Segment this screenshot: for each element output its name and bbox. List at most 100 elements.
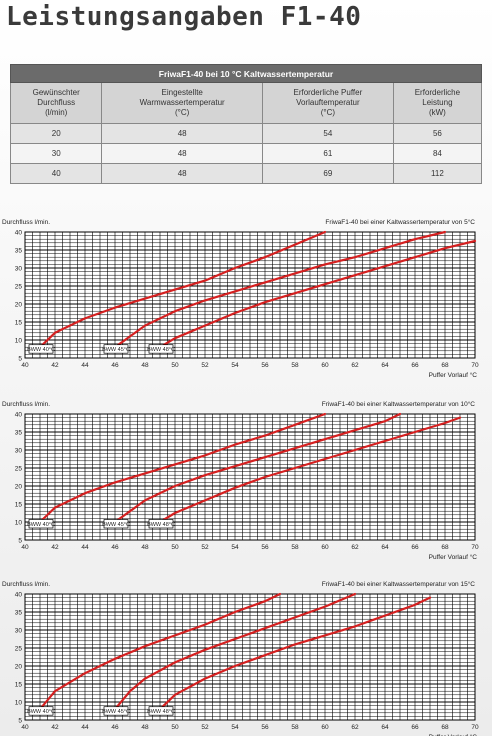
x-tick-label: 40 [21, 724, 29, 731]
x-tick-label: 64 [381, 724, 389, 731]
x-tick-label: 60 [321, 362, 329, 369]
table-row: 20 48 54 56 [9, 123, 483, 144]
series-line [113, 592, 357, 711]
table-header-row: Gewünschter Durchfluss (l/min) Eingestel… [9, 82, 483, 124]
x-tick-label: 70 [471, 724, 479, 731]
y-tick-label: 5 [18, 356, 22, 363]
y-tick-label: 10 [15, 700, 23, 707]
table-cell: 84 [392, 143, 483, 164]
y-tick-label: 40 [15, 230, 23, 237]
x-tick-label: 48 [141, 544, 149, 551]
x-tick-label: 42 [51, 724, 59, 731]
x-tick-label: 48 [141, 362, 149, 369]
x-tick-label: 62 [351, 544, 359, 551]
x-tick-label: 42 [51, 362, 59, 369]
series-label-box [28, 706, 54, 716]
x-tick-label: 46 [111, 724, 119, 731]
series-line [38, 592, 282, 711]
series-label: BWW 48°C [147, 709, 175, 715]
table-caption: FriwaF1-40 bei 10 °C Kaltwassertemperatu… [10, 64, 482, 83]
x-tick-label: 50 [171, 724, 179, 731]
table-header-cell: Erforderliche Leistung (kW) [392, 82, 483, 124]
y-tick-label: 30 [15, 266, 23, 273]
x-tick-label: 68 [441, 544, 449, 551]
table-header-cell: Erforderliche Puffer Vorlauftemperatur (… [261, 82, 394, 124]
x-tick-label: 54 [231, 544, 239, 551]
table-header-cell: Gewünschter Durchfluss (l/min) [9, 82, 103, 124]
table-cell: 112 [392, 163, 483, 184]
x-tick-label: 50 [171, 362, 179, 369]
x-tick-label: 66 [411, 362, 419, 369]
x-tick-label: 64 [381, 544, 389, 551]
y-tick-label: 35 [15, 610, 23, 617]
series-label: BWW 45°C [102, 709, 130, 715]
x-tick-label: 52 [201, 362, 209, 369]
x-tick-label: 70 [471, 362, 479, 369]
y-tick-label: 25 [15, 284, 23, 291]
table-cell: 48 [101, 143, 263, 164]
x-tick-label: 66 [411, 544, 419, 551]
table-row: 40 48 69 112 [9, 163, 483, 184]
table-cell: 69 [261, 163, 394, 184]
x-tick-label: 48 [141, 724, 149, 731]
table-cell: 30 [9, 143, 103, 164]
y-tick-label: 15 [15, 682, 23, 689]
series-line [113, 230, 447, 349]
y-tick-label: 10 [15, 338, 23, 345]
flow-chart-10c: Durchfluss l/min. FriwaF1-40 bei einer Ka… [0, 394, 492, 562]
x-tick-label: 58 [291, 544, 299, 551]
x-tick-label: 46 [111, 362, 119, 369]
series-label: BWW 40°C [27, 709, 55, 715]
y-axis-label: Durchfluss l/min. [2, 581, 50, 588]
table-cell: 56 [392, 123, 483, 144]
x-tick-label: 70 [471, 544, 479, 551]
series-label-box [103, 344, 129, 354]
table-cell: 40 [9, 163, 103, 184]
x-tick-label: 44 [81, 724, 89, 731]
x-axis-label: Puffer Vorlauf °C [429, 733, 478, 736]
x-tick-label: 54 [231, 362, 239, 369]
x-tick-label: 50 [171, 544, 179, 551]
series-label-box [148, 706, 174, 716]
x-tick-label: 56 [261, 362, 269, 369]
series-line [158, 239, 477, 349]
y-tick-label: 40 [15, 592, 23, 599]
x-axis-label: Puffer Vorlauf °C [429, 553, 478, 561]
y-axis-label: Durchfluss l/min. [2, 401, 50, 408]
chart-title: FriwaF1-40 bei einer Kaltwassertemperatu… [322, 580, 476, 588]
series-label-box [103, 519, 129, 529]
y-axis-label: Durchfluss l/min. [2, 219, 50, 226]
series-label: BWW 45°C [102, 347, 130, 353]
x-tick-label: 60 [321, 724, 329, 731]
x-tick-label: 54 [231, 724, 239, 731]
plot-frame [24, 413, 476, 541]
x-tick-label: 42 [51, 544, 59, 551]
x-tick-label: 52 [201, 724, 209, 731]
series-line [158, 596, 432, 711]
series-label: BWW 48°C [147, 522, 175, 528]
series-label: BWW 45°C [102, 522, 130, 528]
y-tick-label: 40 [15, 412, 23, 419]
series-label: BWW 40°C [27, 347, 55, 353]
y-tick-label: 15 [15, 502, 23, 509]
y-tick-label: 25 [15, 466, 23, 473]
x-tick-label: 56 [261, 724, 269, 731]
x-axis-label: Puffer Vorlauf °C [429, 371, 478, 379]
y-tick-label: 35 [15, 248, 23, 255]
chart-title: FriwaF1-40 bei einer Kaltwassertemperatu… [325, 218, 475, 226]
series-label: BWW 40°C [27, 522, 55, 528]
y-tick-label: 15 [15, 320, 23, 327]
plot-frame [24, 231, 476, 359]
x-tick-label: 44 [81, 362, 89, 369]
y-tick-label: 20 [15, 484, 23, 491]
y-tick-label: 20 [15, 302, 23, 309]
y-tick-label: 10 [15, 520, 23, 527]
series-line [38, 412, 327, 524]
table-row: 30 48 61 84 [9, 143, 483, 164]
series-label-box [148, 344, 174, 354]
chart-svg: Durchfluss l/min. FriwaF1-40 bei einer Ka… [2, 580, 479, 736]
series-label-box [103, 706, 129, 716]
x-tick-label: 44 [81, 544, 89, 551]
x-tick-label: 56 [261, 544, 269, 551]
series-label-box [28, 344, 54, 354]
